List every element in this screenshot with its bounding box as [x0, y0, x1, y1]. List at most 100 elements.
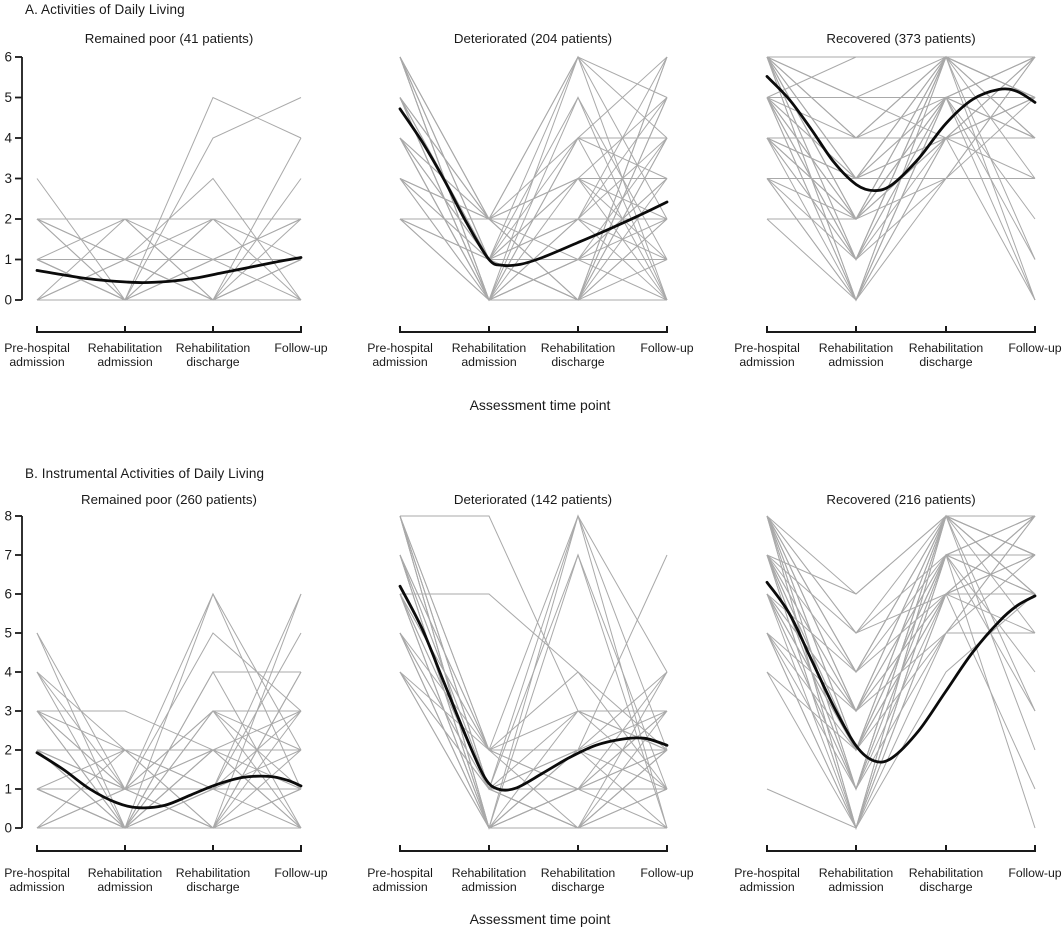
panel-a-svg: 0123456Pre-hospitaladmissionRehabilitati… [4, 50, 1062, 370]
x-axis [399, 326, 668, 333]
panel-b-svg: 012345678Pre-hospitaladmissionRehabilita… [4, 509, 1062, 895]
x-tick-label: Pre-hospital [4, 341, 70, 355]
x-tick-label: discharge [186, 880, 239, 894]
x-tick-label: admission [828, 880, 884, 894]
patient-line [766, 96, 1036, 302]
y-tick-labels: 0 1 2 3 4 5 6 7 8 [4, 509, 12, 836]
x-tick-label: discharge [186, 355, 239, 369]
patient-line [766, 56, 1036, 261]
patient-line [399, 514, 668, 829]
subplot-b1: Pre-hospitaladmissionRehabilitationadmis… [4, 592, 328, 894]
patient-lines [399, 514, 668, 830]
subplot-a1: Pre-hospitaladmissionRehabilitationadmis… [4, 96, 328, 369]
mean-curve [765, 75, 1037, 192]
y-tick-label: 2 [4, 212, 12, 227]
patient-line [399, 515, 668, 790]
y-tick-label: 8 [4, 509, 12, 524]
y-tick-label: 5 [4, 626, 12, 641]
patient-lines [36, 96, 302, 301]
patient-line [37, 218, 302, 301]
y-tick-label: 3 [4, 171, 12, 186]
x-tick-label: Pre-hospital [367, 866, 433, 880]
x-tick-label: Rehabilitation [909, 341, 984, 355]
x-tick-labels: Pre-hospitaladmissionRehabilitationadmis… [367, 866, 694, 894]
x-tick-label: Rehabilitation [176, 866, 251, 880]
patient-line [37, 96, 302, 301]
x-tick-label: admission [739, 355, 795, 369]
patient-line [36, 710, 301, 790]
subplot-title-a1: Remained poor (41 patients) [84, 31, 254, 46]
x-tick-label: discharge [919, 355, 972, 369]
x-tick-label: Follow-up [640, 341, 693, 355]
x-tick-label: Pre-hospital [367, 341, 433, 355]
subplot-title-a2: Deteriorated (204 patients) [453, 31, 613, 46]
y-axis [15, 56, 23, 301]
y-tick-label: 3 [4, 704, 12, 719]
x-tick-label: admission [372, 880, 428, 894]
x-tick-labels: Pre-hospitaladmissionRehabilitationadmis… [4, 866, 328, 894]
patient-line [36, 749, 302, 829]
patient-line [37, 671, 302, 829]
x-axis-title-b: Assessment time point [469, 911, 611, 927]
patient-line [399, 55, 668, 261]
patient-lines [36, 592, 302, 829]
mean-curve [35, 256, 303, 284]
panel-a-title: A. Activities of Daily Living [25, 2, 185, 17]
x-tick-label: Pre-hospital [734, 341, 800, 355]
x-axis [766, 845, 1036, 852]
subplot-b3: Pre-hospitaladmissionRehabilitationadmis… [734, 514, 1062, 894]
x-tick-label: discharge [551, 880, 604, 894]
x-tick-label: Rehabilitation [176, 341, 251, 355]
x-tick-label: Rehabilitation [909, 866, 984, 880]
patient-line [399, 515, 668, 790]
x-tick-label: Rehabilitation [88, 341, 163, 355]
x-tick-label: Pre-hospital [734, 866, 800, 880]
patient-line [399, 553, 668, 830]
subplot-title-b2: Deteriorated (142 patients) [453, 492, 613, 507]
x-tick-label: Rehabilitation [452, 866, 527, 880]
patient-line [766, 178, 1035, 301]
x-tick-label: admission [9, 355, 65, 369]
patient-line [399, 56, 668, 220]
y-tick-label: 7 [4, 548, 12, 563]
subplot-a2: Pre-hospitaladmissionRehabilitationadmis… [367, 55, 694, 369]
x-tick-label: discharge [551, 355, 604, 369]
subplot-a3: Pre-hospitaladmissionRehabilitationadmis… [734, 55, 1062, 369]
y-tick-label: 0 [4, 293, 12, 308]
x-axis-title-a: Assessment time point [469, 397, 611, 413]
x-tick-label: Rehabilitation [819, 341, 894, 355]
y-tick-label: 1 [4, 252, 12, 267]
x-tick-label: Pre-hospital [4, 866, 70, 880]
patient-lines [766, 514, 1036, 830]
x-tick-label: Follow-up [1008, 866, 1061, 880]
x-tick-label: Rehabilitation [88, 866, 163, 880]
y-tick-labels: 0 1 2 3 4 5 6 [4, 50, 12, 308]
patient-line [766, 56, 1036, 139]
patient-line [399, 514, 668, 791]
x-tick-label: Follow-up [274, 866, 327, 880]
subplot-title-b1: Remained poor (260 patients) [81, 492, 257, 507]
panel-b-title: B. Instrumental Activities of Daily Livi… [25, 466, 265, 481]
patient-line [399, 137, 667, 261]
patient-line [36, 592, 302, 790]
patient-line [766, 515, 1036, 634]
x-tick-label: admission [97, 355, 153, 369]
y-tick-label: 6 [4, 50, 12, 65]
x-tick-labels: Pre-hospitaladmissionRehabilitationadmis… [734, 341, 1062, 369]
x-axis [36, 326, 302, 333]
y-tick-label: 4 [4, 665, 12, 680]
patient-lines [399, 55, 668, 302]
x-tick-label: admission [739, 880, 795, 894]
y-tick-label: 0 [4, 821, 12, 836]
y-tick-label: 1 [4, 782, 12, 797]
subplot-title-b3: Recovered (216 patients) [826, 492, 976, 507]
x-tick-label: admission [461, 880, 517, 894]
x-tick-labels: Pre-hospitaladmissionRehabilitationadmis… [4, 341, 328, 369]
x-tick-label: Follow-up [274, 341, 327, 355]
x-axis [36, 845, 302, 852]
x-tick-labels: Pre-hospitaladmissionRehabilitationadmis… [734, 866, 1062, 894]
y-tick-label: 2 [4, 743, 12, 758]
x-tick-label: discharge [919, 880, 972, 894]
patient-line [36, 218, 302, 301]
x-axis [766, 326, 1036, 333]
